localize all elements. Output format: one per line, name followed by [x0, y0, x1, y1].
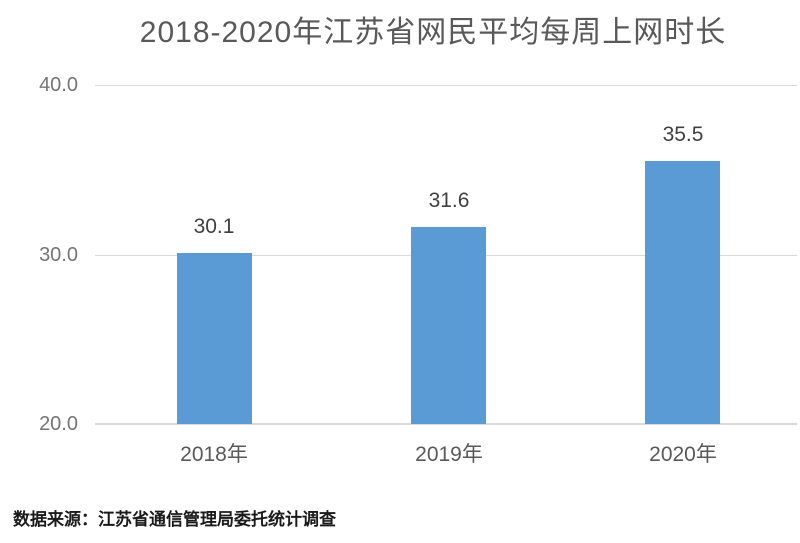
bar	[177, 253, 252, 424]
y-axis-tick-label: 40.0	[39, 74, 78, 96]
y-axis-tick-label: 30.0	[39, 244, 78, 266]
gridline	[95, 423, 797, 425]
x-axis-label: 2019年	[415, 443, 483, 466]
bar-value-label: 31.6	[428, 189, 470, 212]
gridline	[95, 85, 797, 86]
chart-title: 2018-2020年江苏省网民平均每周上网时长	[139, 16, 727, 49]
bar-value-label: 30.1	[193, 215, 235, 238]
bar	[411, 227, 486, 424]
y-axis-tick-label: 20.0	[39, 413, 78, 435]
x-axis-label: 2020年	[649, 443, 717, 466]
bar-value-label: 35.5	[662, 123, 704, 146]
data-source-note: 数据来源：江苏省通信管理局委托统计调查	[13, 510, 336, 529]
bar	[645, 161, 720, 424]
x-axis-label: 2018年	[180, 443, 248, 466]
